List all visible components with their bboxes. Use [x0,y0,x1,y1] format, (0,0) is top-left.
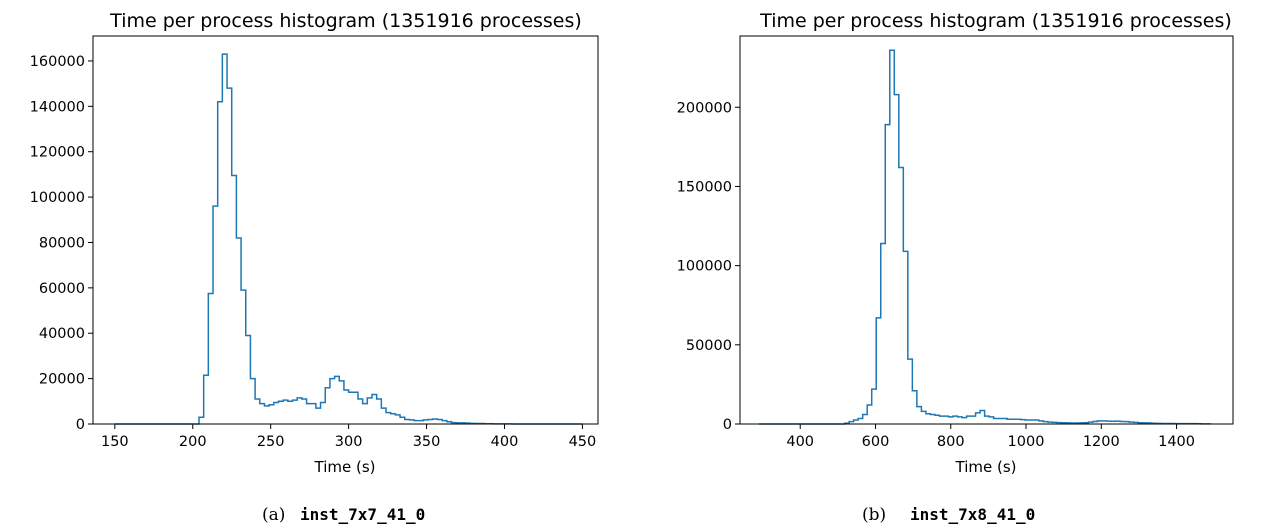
chart-a-title: Time per process histogram (1351916 proc… [109,10,582,32]
chart-b-caption-label: inst_7x8_41_0 [910,505,1035,524]
chart-b-y-tick-label: 100000 [677,259,732,275]
chart-b-x-tick-label: 400 [786,434,814,450]
chart-b-y-ticks: 0 50000 100000 150000 200000 [677,100,740,433]
chart-a-caption-letter: (a) [262,505,285,525]
chart-b-y-tick-label: 0 [723,417,732,433]
chart-b-x-tick-label: 1400 [1158,434,1195,450]
chart-a-y-tick-label: 20000 [39,372,85,388]
chart-a-y-tick-label: 100000 [30,190,85,206]
chart-b-y-tick-label: 200000 [677,100,732,116]
chart-a-y-tick-label: 60000 [39,281,85,297]
chart-b-histogram-series [758,49,1212,425]
chart-a-y-tick-label: 120000 [30,145,85,161]
chart-b-frame [739,35,1234,425]
chart-a-y-tick-label: 80000 [39,235,85,251]
chart-a-y-ticks: 0 20000 40000 60000 80000 100000 120000 140000 1… [30,54,93,433]
chart-a-caption-label: inst_7x7_41_0 [300,505,425,524]
chart-a-histogram-series [114,53,583,425]
chart-b-x-tick-label: 1200 [1083,434,1120,450]
chart-a-x-ticks: 150 200 250 300 350 400 450 [101,424,596,450]
chart-a-x-tick-label: 300 [335,434,363,450]
chart-a-y-tick-label: 0 [76,417,85,433]
chart-b-y-tick-label: 150000 [677,179,732,195]
chart-b-x-tick-label: 600 [862,434,890,450]
chart-b-xlabel: Time (s) [955,458,1017,476]
chart-a-y-tick-label: 140000 [30,99,85,115]
chart-a-xlabel: Time (s) [314,458,376,476]
chart-a-x-tick-label: 350 [413,434,441,450]
chart-b-y-tick-label: 50000 [686,338,732,354]
chart-a-y-tick-label: 160000 [30,54,85,70]
chart-b-x-tick-label: 800 [937,434,965,450]
chart-b-x-ticks: 400 600 800 1000 1200 1400 [786,424,1195,450]
chart-a-y-tick-label: 40000 [39,326,85,342]
chart-a-x-tick-label: 150 [101,434,129,450]
chart-a-x-tick-label: 200 [179,434,207,450]
chart-b-title: Time per process histogram (1351916 proc… [759,10,1232,32]
chart-a-x-tick-label: 450 [569,434,597,450]
panel-a: Time per process histogram (1351916 proc… [30,10,599,525]
panel-b: Time per process histogram (1351916 proc… [677,10,1234,525]
chart-b-x-tick-label: 1000 [1008,434,1045,450]
chart-b-caption-letter: (b) [862,505,886,525]
chart-a-x-tick-label: 400 [491,434,519,450]
chart-a-x-tick-label: 250 [257,434,285,450]
chart-a-frame [92,35,599,425]
